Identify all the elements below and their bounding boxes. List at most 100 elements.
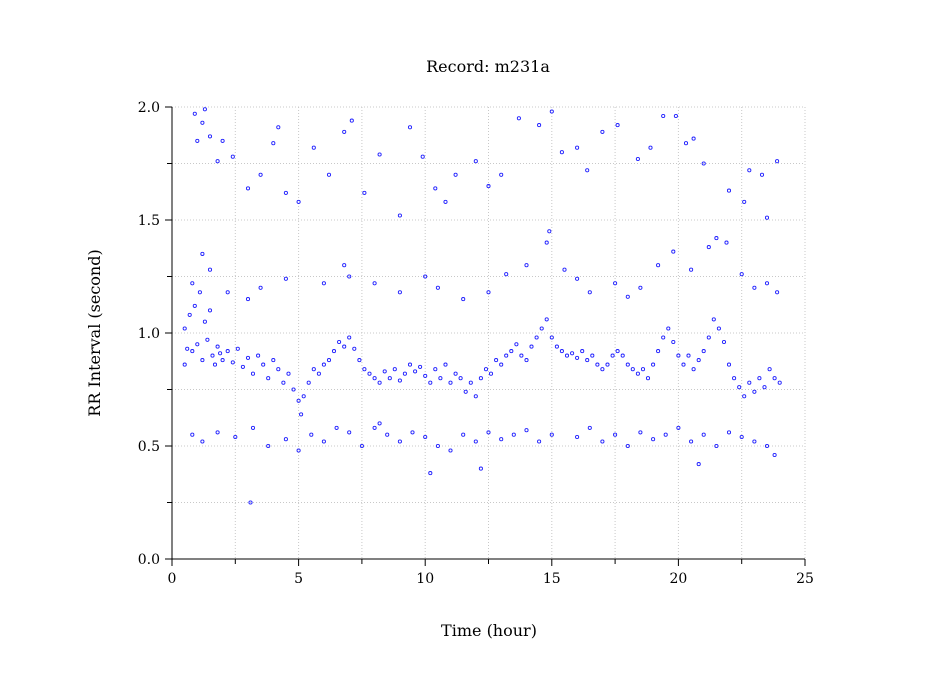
data-point [378, 153, 381, 156]
data-point [512, 433, 515, 436]
data-point [674, 114, 677, 117]
y-tick-label: 0.0 [138, 552, 160, 568]
data-point [193, 112, 196, 115]
data-point [725, 241, 728, 244]
data-point [500, 438, 503, 441]
data-point [386, 433, 389, 436]
data-point [743, 395, 746, 398]
data-point [439, 377, 442, 380]
data-point [773, 453, 776, 456]
data-point [474, 160, 477, 163]
data-point [717, 327, 720, 330]
data-point [525, 264, 528, 267]
data-point [768, 368, 771, 371]
data-point [760, 173, 763, 176]
data-point [588, 426, 591, 429]
data-point [408, 363, 411, 366]
data-point [722, 340, 725, 343]
data-point [421, 155, 424, 158]
data-point [778, 381, 781, 384]
data-point [206, 338, 209, 341]
data-point [388, 377, 391, 380]
data-point [664, 433, 667, 436]
data-point [444, 363, 447, 366]
data-point [221, 139, 224, 142]
data-point [560, 350, 563, 353]
data-point [322, 282, 325, 285]
data-point [707, 336, 710, 339]
data-point [672, 340, 675, 343]
data-point [183, 327, 186, 330]
data-point [363, 368, 366, 371]
data-point [373, 377, 376, 380]
data-point [596, 363, 599, 366]
data-point [398, 379, 401, 382]
data-point [322, 363, 325, 366]
data-point [368, 372, 371, 375]
data-point [203, 320, 206, 323]
data-point [454, 372, 457, 375]
data-point [576, 435, 579, 438]
data-point [216, 160, 219, 163]
data-point [712, 318, 715, 321]
data-point [219, 352, 222, 355]
x-tick-label: 5 [294, 571, 303, 587]
data-point [636, 157, 639, 160]
data-point [241, 365, 244, 368]
data-point [776, 291, 779, 294]
data-point [649, 146, 652, 149]
data-point [216, 431, 219, 434]
data-point [348, 431, 351, 434]
scatter-points [183, 108, 781, 504]
y-tick-label: 0.5 [138, 439, 160, 455]
data-point [201, 121, 204, 124]
data-point [408, 126, 411, 129]
data-point [753, 286, 756, 289]
data-point [591, 354, 594, 357]
data-point [277, 126, 280, 129]
data-point [727, 431, 730, 434]
data-point [495, 359, 498, 362]
data-point [500, 173, 503, 176]
data-point [191, 350, 194, 353]
data-point [626, 363, 629, 366]
data-point [505, 273, 508, 276]
data-point [652, 438, 655, 441]
data-point [272, 142, 275, 145]
x-tick-label: 0 [168, 571, 177, 587]
data-point [560, 151, 563, 154]
data-point [267, 377, 270, 380]
data-point [338, 340, 341, 343]
data-point [641, 368, 644, 371]
data-point [191, 433, 194, 436]
data-point [459, 377, 462, 380]
data-point [586, 169, 589, 172]
data-point [312, 368, 315, 371]
data-point [763, 386, 766, 389]
data-point [302, 395, 305, 398]
data-point [300, 413, 303, 416]
data-point [358, 359, 361, 362]
data-point [373, 282, 376, 285]
data-point [684, 142, 687, 145]
data-point [588, 291, 591, 294]
data-point [616, 124, 619, 127]
data-point [765, 216, 768, 219]
data-point [284, 438, 287, 441]
data-point [350, 119, 353, 122]
data-point [758, 377, 761, 380]
data-point [322, 440, 325, 443]
data-point [765, 282, 768, 285]
data-point [419, 365, 422, 368]
data-point [469, 381, 472, 384]
data-point [436, 286, 439, 289]
tick-labels: 0 5 10 15 20 250.00.51.01.52.0 [138, 100, 814, 587]
data-point [611, 354, 614, 357]
data-point [657, 350, 660, 353]
data-point [208, 268, 211, 271]
data-point [429, 472, 432, 475]
data-point [272, 359, 275, 362]
data-point [373, 426, 376, 429]
data-point [251, 372, 254, 375]
x-tick-label: 15 [543, 571, 561, 587]
